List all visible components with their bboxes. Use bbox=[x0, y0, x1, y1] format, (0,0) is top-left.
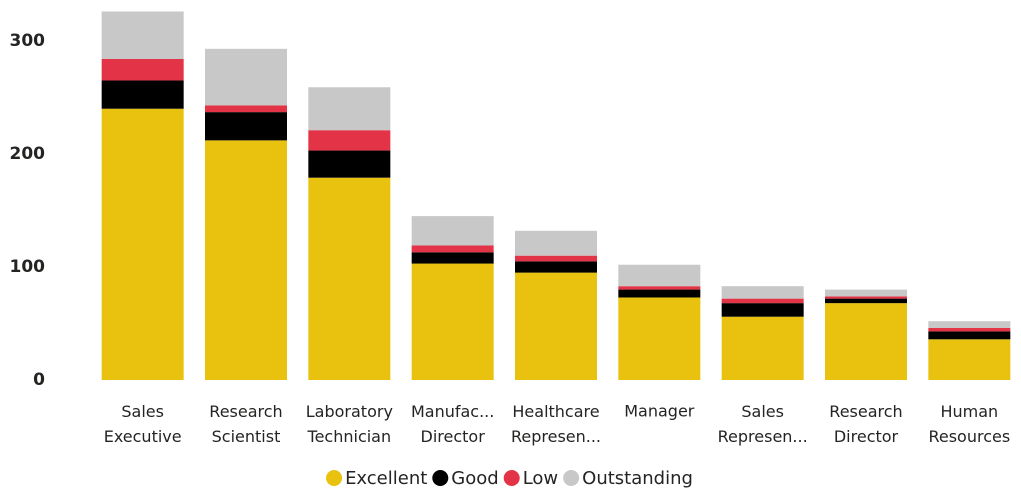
legend-label: Excellent bbox=[345, 468, 427, 489]
bar-segment bbox=[721, 303, 804, 317]
bar-segment bbox=[308, 87, 391, 131]
bar-segment bbox=[618, 297, 701, 380]
bar-segment bbox=[411, 216, 494, 246]
x-tick-label: Manager bbox=[624, 402, 695, 421]
y-tick-label: 0 bbox=[33, 370, 45, 390]
bar-segment bbox=[308, 177, 391, 380]
bar-segment bbox=[515, 255, 597, 262]
y-tick-label: 300 bbox=[10, 31, 46, 51]
legend-marker bbox=[563, 470, 580, 486]
bar-segment bbox=[205, 112, 287, 141]
legend-label: Low bbox=[523, 468, 558, 489]
bar-segment bbox=[101, 80, 184, 109]
bar-segment bbox=[618, 264, 701, 287]
legend-marker bbox=[326, 470, 343, 486]
bar-segment bbox=[411, 252, 494, 264]
x-tick-label: Healthcare Represen... bbox=[511, 402, 601, 446]
x-tick-label: Human Resources bbox=[928, 402, 1010, 446]
bar-segment bbox=[928, 331, 1011, 340]
bar-segment bbox=[411, 245, 494, 253]
bar-segment bbox=[721, 316, 804, 380]
legend-marker bbox=[432, 470, 449, 486]
bar-segment bbox=[618, 286, 701, 290]
bar-segment bbox=[721, 286, 804, 299]
bar-segment bbox=[825, 303, 907, 380]
x-tick-label: Manufac... Director bbox=[411, 402, 494, 446]
x-tick-label: Sales Represen... bbox=[718, 402, 808, 446]
y-tick-label: 200 bbox=[10, 144, 46, 164]
bar-segment bbox=[825, 289, 907, 297]
bar-segment bbox=[205, 105, 287, 113]
legend: Excellent Good Low Outstanding bbox=[326, 468, 693, 489]
x-tick-label: Research Scientist bbox=[209, 402, 282, 446]
bar-segment bbox=[515, 230, 597, 256]
bar-segment bbox=[721, 298, 804, 304]
bar-segment bbox=[308, 130, 391, 151]
bar-segment bbox=[928, 339, 1011, 380]
bar-segment bbox=[928, 321, 1011, 329]
legend-marker bbox=[503, 470, 520, 486]
bar-segment bbox=[618, 289, 701, 298]
bar-segment bbox=[101, 58, 184, 81]
legend-label: Good bbox=[451, 468, 498, 489]
bar-segment bbox=[825, 296, 907, 299]
y-tick-label: 100 bbox=[10, 257, 46, 277]
bar-segment bbox=[101, 108, 184, 381]
bar-segment bbox=[101, 11, 184, 59]
bar-segment bbox=[928, 328, 1011, 332]
x-tick-label: Laboratory Technician bbox=[306, 402, 393, 446]
bar-segment bbox=[205, 48, 287, 106]
bar-segment bbox=[411, 263, 494, 380]
bar-segment bbox=[515, 261, 597, 273]
x-tick-label: Research Director bbox=[829, 402, 902, 446]
x-tick-label: Sales Executive bbox=[104, 402, 182, 446]
bar-segment bbox=[825, 298, 907, 304]
bar-segment bbox=[515, 272, 597, 380]
bar-segment bbox=[205, 140, 287, 380]
legend-label: Outstanding bbox=[582, 468, 693, 489]
bar-segment bbox=[308, 150, 391, 178]
